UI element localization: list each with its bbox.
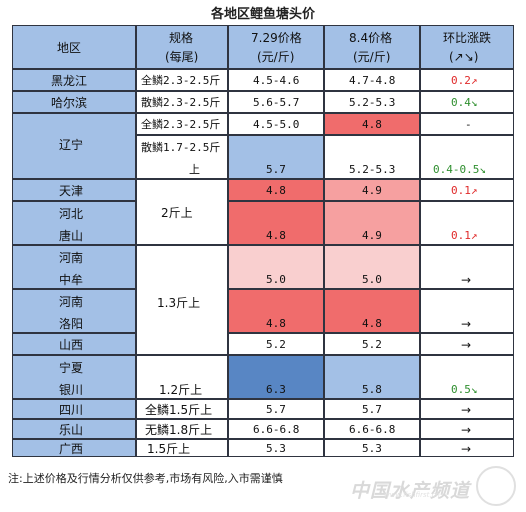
region-cell: 宁夏 银川 [12,355,136,399]
spec-cell: 散鳞1.7-2.5斤 上 [136,135,228,179]
spec-cell: 无鳞1.8斤上 [136,419,228,439]
region-cell: 天津 [12,179,136,201]
change-cell: → [420,289,514,333]
price-cell-729: 5.7 [228,135,324,179]
price-cell-84: 4.7-4.8 [324,69,420,91]
region-cell: 河南 洛阳 [12,289,136,333]
price-cell-84: 4.9 [324,179,420,201]
spec-cell: 1.3斤上 [136,245,228,355]
region-cell: 河南 中牟 [12,245,136,289]
change-cell: 0.4-0.5↘ [420,135,514,179]
change-cell: → [420,419,514,439]
price-cell-729: 5.7 [228,399,324,419]
price-cell-729: 6.6-6.8 [228,419,324,439]
price-cell-729: 5.3 [228,439,324,457]
change-cell: 0.5↘ [420,355,514,399]
price-table: 地区 规格 (每尾) 7.29价格 (元/斤) 8.4价格 (元/斤) 环比涨跌… [12,25,514,457]
price-cell-729: 4.8 [228,179,324,201]
region-cell: 乐山 [12,419,136,439]
price-cell-729: 6.3 [228,355,324,399]
region-cell: 广西 [12,439,136,457]
watermark-logo [476,466,516,506]
price-cell-729: 4.5-5.0 [228,113,324,135]
price-cell-729: 5.2 [228,333,324,355]
page-title: 各地区鲤鱼塘头价 [210,7,315,22]
change-cell: → [420,333,514,355]
price-cell-729: 5.0 [228,245,324,289]
change-cell: 0.4↘ [420,91,514,113]
change-cell: - [420,113,514,135]
change-cell: 0.2↗ [420,69,514,91]
region-cell: 黑龙江 [12,69,136,91]
price-cell-84: 5.3 [324,439,420,457]
price-cell-729: 4.5-4.6 [228,69,324,91]
price-cell-84: 5.0 [324,245,420,289]
header-price-84: 8.4价格 (元/斤) [324,25,420,69]
price-cell-729: 4.8 [228,201,324,245]
price-cell-84: 5.8 [324,355,420,399]
watermark-url: www.fishfirst.cn [384,491,440,499]
spec-cell: 散鳞2.3-2.5斤 [136,91,228,113]
header-region: 地区 [12,25,136,69]
spec-cell: 全鳞2.3-2.5斤 [136,113,228,135]
change-cell: → [420,245,514,289]
price-cell-84: 4.8 [324,113,420,135]
spec-cell: 全鳞1.5斤上 [136,399,228,419]
price-cell-84: 6.6-6.8 [324,419,420,439]
watermark: 中国水产频道 [350,480,471,502]
spec-cell: 全鳞2.3-2.5斤 [136,69,228,91]
price-cell-84: 4.9 [324,201,420,245]
header-spec: 规格 (每尾) [136,25,228,69]
spec-cell: 2斤上 [136,179,228,245]
price-cell-84: 5.2-5.3 [324,91,420,113]
header-change: 环比涨跌 (↗↘) [420,25,514,69]
region-cell: 四川 [12,399,136,419]
region-cell: 哈尔滨 [12,91,136,113]
disclaimer-note: 注:上述价格及行情分析仅供参考,市场有风险,入市需谨慎 [8,472,283,485]
change-cell: 0.1↗ [420,179,514,201]
change-cell: → [420,439,514,457]
header-price-729: 7.29价格 (元/斤) [228,25,324,69]
change-cell: → [420,399,514,419]
price-cell-84: 4.8 [324,289,420,333]
region-cell: 河北 唐山 [12,201,136,245]
region-cell: 山西 [12,333,136,355]
price-cell-729: 5.6-5.7 [228,91,324,113]
price-cell-84: 5.2 [324,333,420,355]
spec-cell: 1.2斤上 [136,355,228,399]
price-cell-84: 5.7 [324,399,420,419]
price-cell-84: 5.2-5.3 [324,135,420,179]
price-cell-729: 4.8 [228,289,324,333]
spec-cell: 1.5斤上 [136,439,228,457]
change-cell: 0.1↗ [420,201,514,245]
region-cell: 辽宁 [12,113,136,179]
